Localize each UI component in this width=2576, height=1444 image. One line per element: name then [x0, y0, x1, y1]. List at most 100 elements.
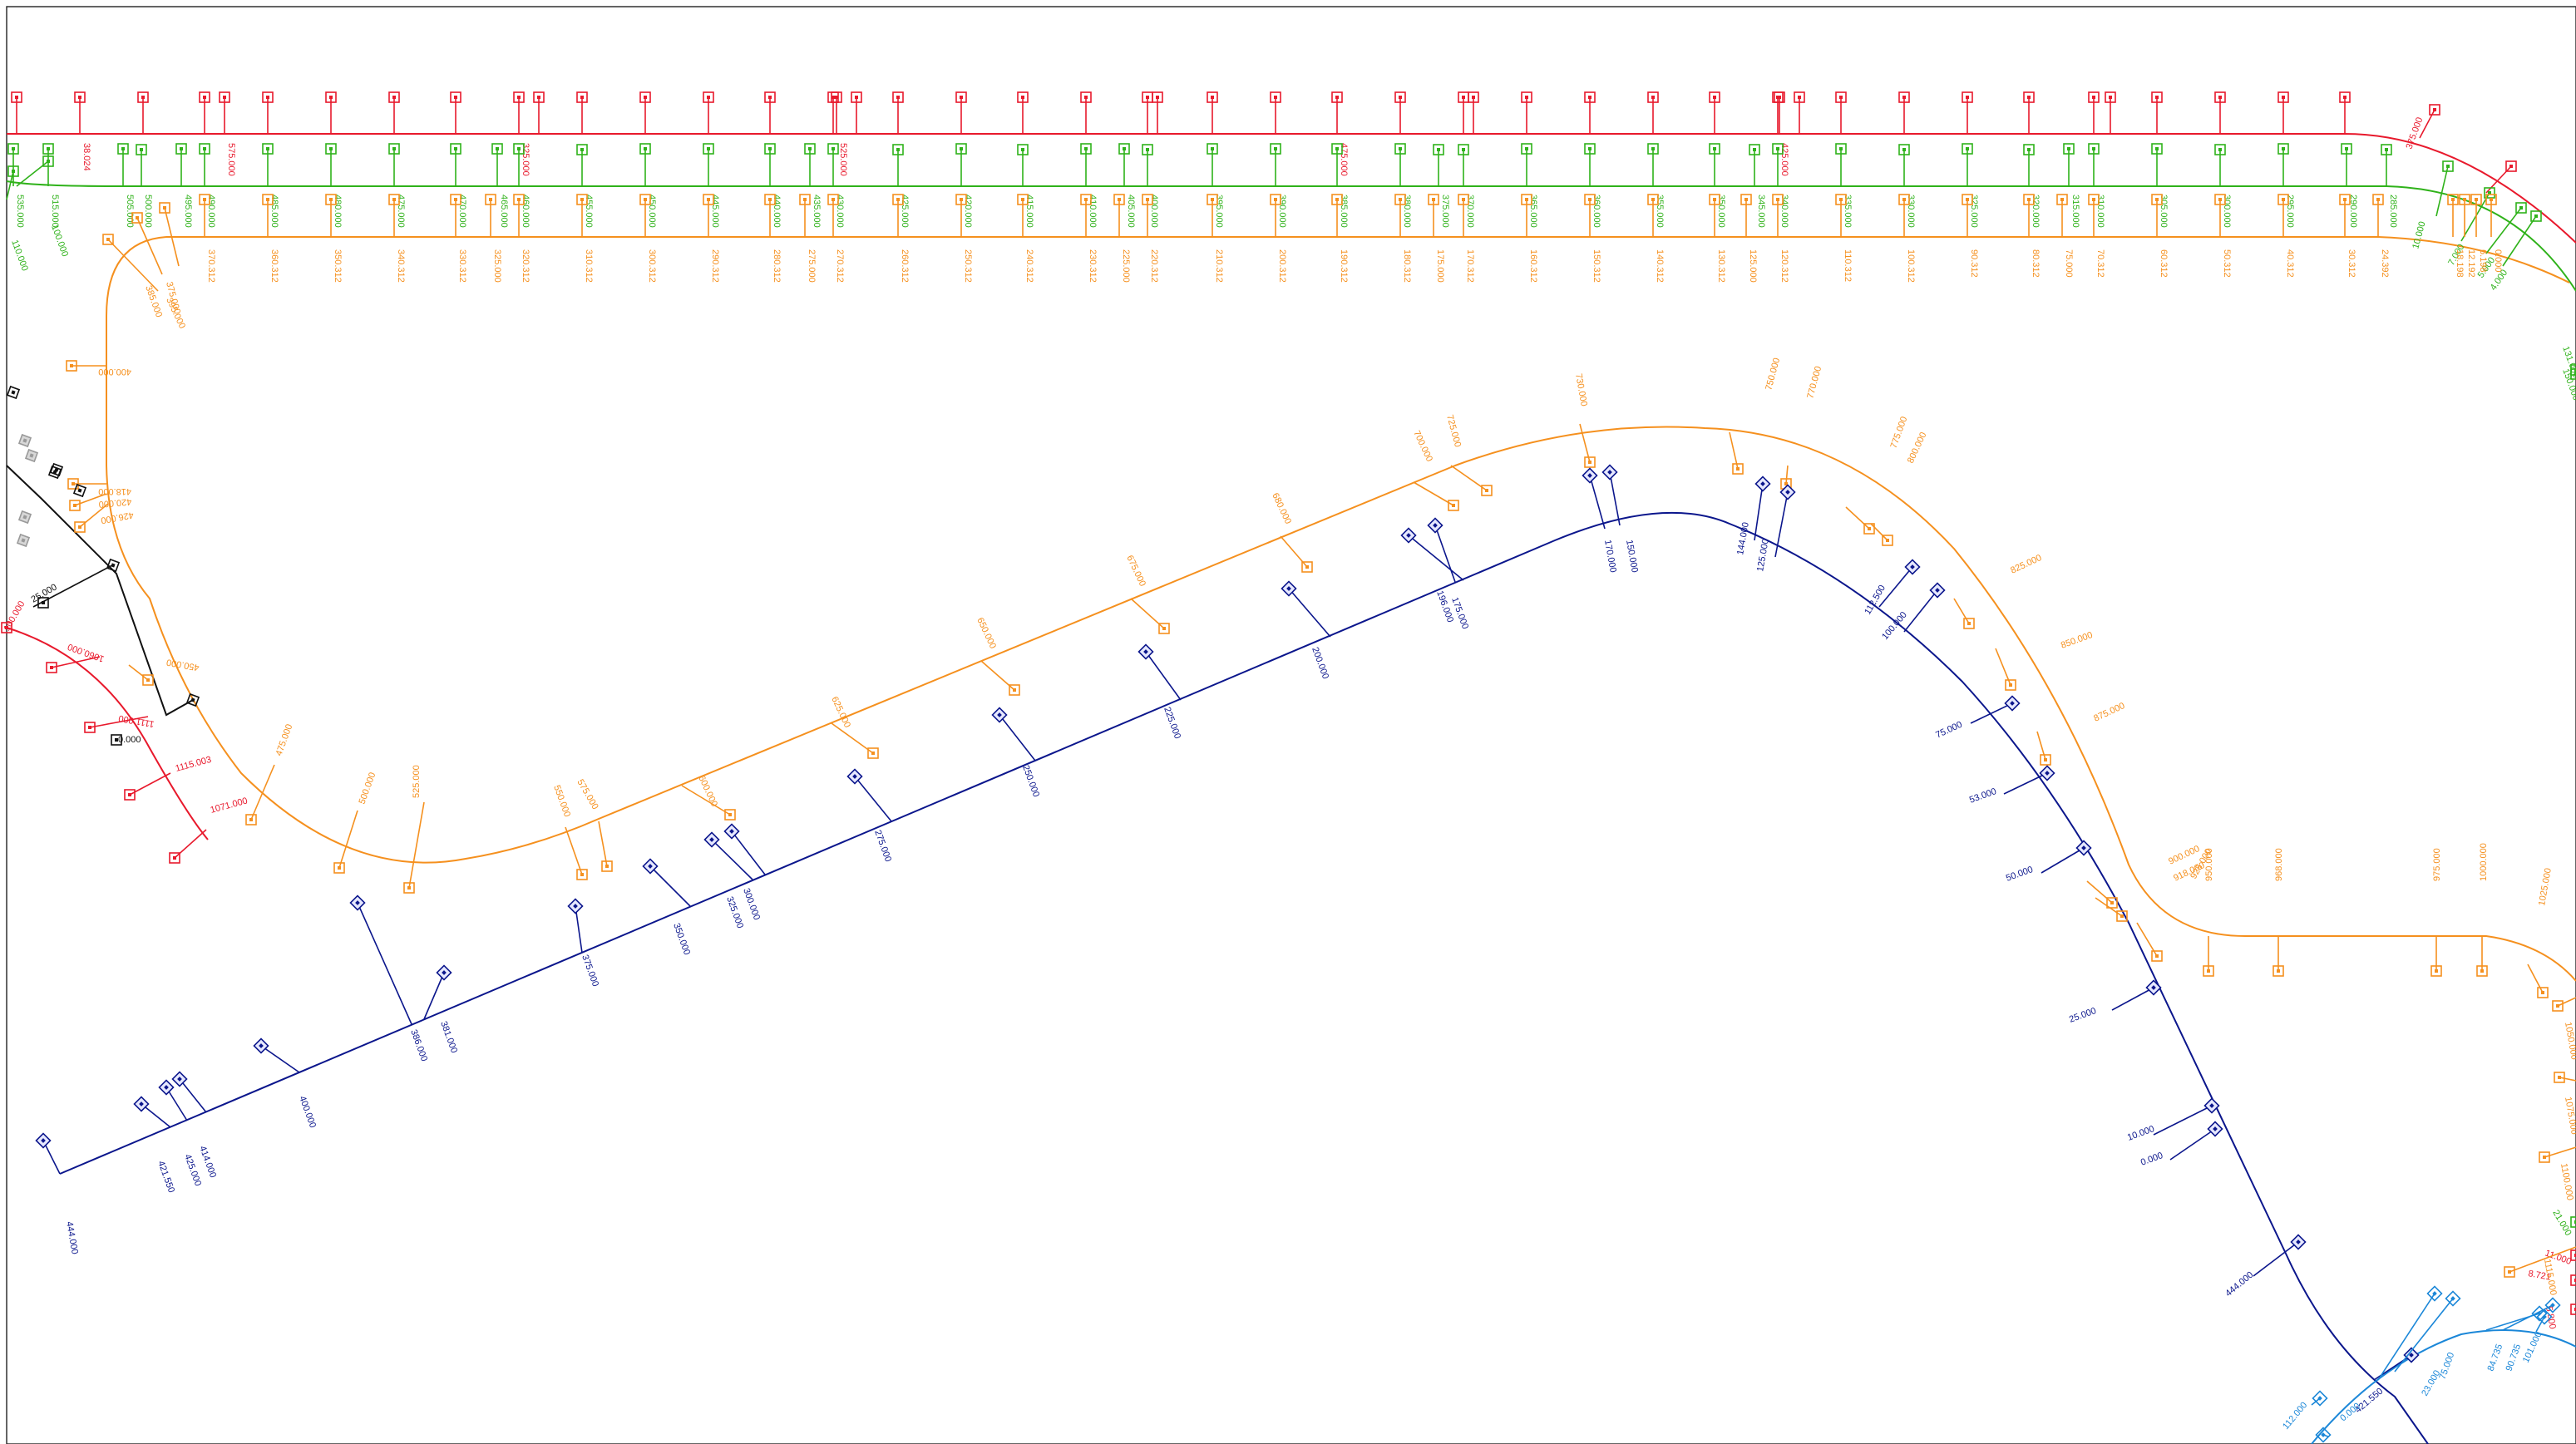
orange-mid-station-15-marker-dot [2009, 683, 2012, 687]
orange-mid-station-0-tick [565, 826, 583, 875]
green-station-19-label: 420.000 [963, 195, 973, 228]
orange-top-station-3-label: 340.312 [396, 249, 406, 283]
navy-station-7-marker-dot [573, 904, 578, 909]
orange-mid-station-14-marker [1963, 618, 1975, 629]
red-station-33-marker-dot [1713, 96, 1716, 99]
orange-top-w2-tick [136, 217, 163, 275]
orange-top-station-0-label: 370.312 [206, 249, 216, 283]
navy-station-17-tick [1589, 475, 1606, 530]
green-station-19-marker-dot [960, 147, 963, 150]
orange-top-station-40: 30.312 [2339, 194, 2356, 278]
orange-top-station-34-label: 80.312 [2031, 249, 2041, 278]
green-station-13-marker-dot [644, 147, 647, 150]
green-station-17-marker [827, 143, 839, 155]
orange-top-station-18-label: 220.312 [1149, 249, 1159, 283]
green-station-39-label: 320.000 [2031, 195, 2041, 228]
green-station-13-label: 450.000 [647, 195, 657, 228]
green-station-11-label: 460.000 [521, 195, 530, 228]
red-station-12-marker [639, 91, 651, 103]
green-station-26-marker-dot [1335, 147, 1339, 150]
orange-top-station-19-marker [1207, 194, 1218, 205]
green-station-12: 455.000 [576, 144, 594, 228]
orange-mid-station-21: 968.000 [2273, 848, 2284, 977]
orange-mid-station-18-marker [2116, 910, 2128, 922]
red-station-23-marker-dot [1156, 96, 1159, 99]
black-alignment [6, 465, 194, 717]
orange-top-station-16-label: 230.312 [1088, 249, 1098, 283]
orange-mid-station-17-tick [2086, 880, 2113, 904]
orange-top-station-45-label: 0.000 [2493, 249, 2503, 273]
orange-top-station-8-label: 300.312 [647, 249, 657, 283]
orange-top-station-6-label: 320.312 [521, 249, 530, 283]
green-station-13: 450.000 [639, 143, 657, 228]
green-station-42: 305.000 [2151, 143, 2169, 228]
orange-top-station-26: 150.312 [1584, 194, 1601, 283]
orange-top-station-42: 18.198 [2447, 194, 2465, 278]
red-station-46-marker-dot [2343, 96, 2347, 99]
navy-station-14-tick [1288, 588, 1331, 638]
orange-top-station-35-label: 75.000 [2064, 249, 2074, 278]
green-station-24-marker-dot [1211, 147, 1214, 150]
orange-top-station-7: 310.312 [576, 194, 594, 283]
green-station-35: 340.000 [1772, 143, 1789, 228]
green-station-38-marker [1962, 143, 1973, 155]
orange-mid-station-4-marker-dot [1013, 688, 1016, 692]
orange-top-station-12-label: 270.312 [835, 249, 845, 283]
navy-station-30-marker-dot [2409, 1353, 2414, 1358]
green-station-9-marker [450, 143, 461, 155]
green-station-15-marker-dot [768, 147, 772, 150]
orange-mid-station-15-marker [2005, 679, 2016, 691]
red-station-29 [1468, 91, 1479, 134]
green-station-17-marker-dot [832, 147, 835, 150]
orange-top-station-6-marker [513, 194, 525, 205]
black-station-8-marker-dot [111, 563, 116, 568]
orange-top-station-17: 225.000 [1113, 194, 1131, 283]
green-station-46-marker-dot [2385, 148, 2388, 151]
red-station-5-marker [262, 91, 274, 103]
orange-top-station-16-marker [1080, 194, 1092, 205]
orange-top-station-9-marker-dot [707, 198, 710, 201]
orange-left-1-label: 418.000 [98, 486, 131, 496]
green-station-17-label: 430.000 [835, 195, 845, 228]
green-station-e6-marker-dot [2574, 372, 2576, 376]
navy-station-18-tick [1609, 471, 1621, 526]
orange-top-station-36-marker-dot [2092, 198, 2095, 201]
green-station-22-label: 405.000 [1126, 195, 1136, 228]
orange-top-station-41-marker [2372, 194, 2384, 205]
red-station-42 [2105, 91, 2116, 134]
green-station-43-marker [2214, 144, 2226, 155]
green-station-30-marker [1521, 143, 1532, 155]
orange-mid-station-1-marker-dot [605, 865, 609, 868]
orange-mid-station-13-marker-dot [1886, 539, 1889, 542]
red-station-31-marker-dot [1588, 96, 1591, 99]
orange-mid-station-22-marker [2430, 965, 2442, 977]
green-station-6: 485.000 [262, 143, 279, 228]
red-station-25 [1270, 91, 1281, 134]
blue-station-1-marker-dot [2450, 1296, 2455, 1301]
red-station-45-marker-dot [2282, 96, 2285, 99]
green-station-20-marker [1017, 144, 1029, 155]
green-station-41-marker [2088, 143, 2100, 155]
orange-mid-station-6-marker-dot [1305, 565, 1309, 569]
green-station-9: 470.000 [450, 143, 467, 228]
red-station-39-marker [1962, 91, 1973, 103]
orange-top-station-30-label: 120.312 [1779, 249, 1789, 283]
orange-top-station-1-marker-dot [266, 198, 269, 201]
navy-station-2-marker-dot [164, 1085, 169, 1090]
orange-top-station-12: 270.312 [827, 194, 845, 283]
orange-top-station-13-marker [892, 194, 904, 205]
black-secondary [32, 564, 113, 608]
orange-top-station-34-marker [2023, 194, 2035, 205]
green-station-16-marker-dot [808, 147, 812, 150]
orange-mid-station-20-marker [2203, 965, 2214, 977]
green-station-33-label: 350.000 [1716, 195, 1726, 228]
red-station-21-marker [1080, 91, 1092, 103]
green-station-32-marker [1647, 143, 1659, 155]
navy-station-2-tick [165, 1087, 188, 1121]
orange-left-0-marker [66, 360, 77, 372]
orange-top-station-35-marker-dot [2060, 198, 2064, 201]
green-station-36-marker [1835, 143, 1847, 155]
red-station-23-marker [1152, 91, 1163, 103]
green-station-w1-marker [42, 155, 54, 167]
green-station-16-marker [804, 143, 816, 155]
